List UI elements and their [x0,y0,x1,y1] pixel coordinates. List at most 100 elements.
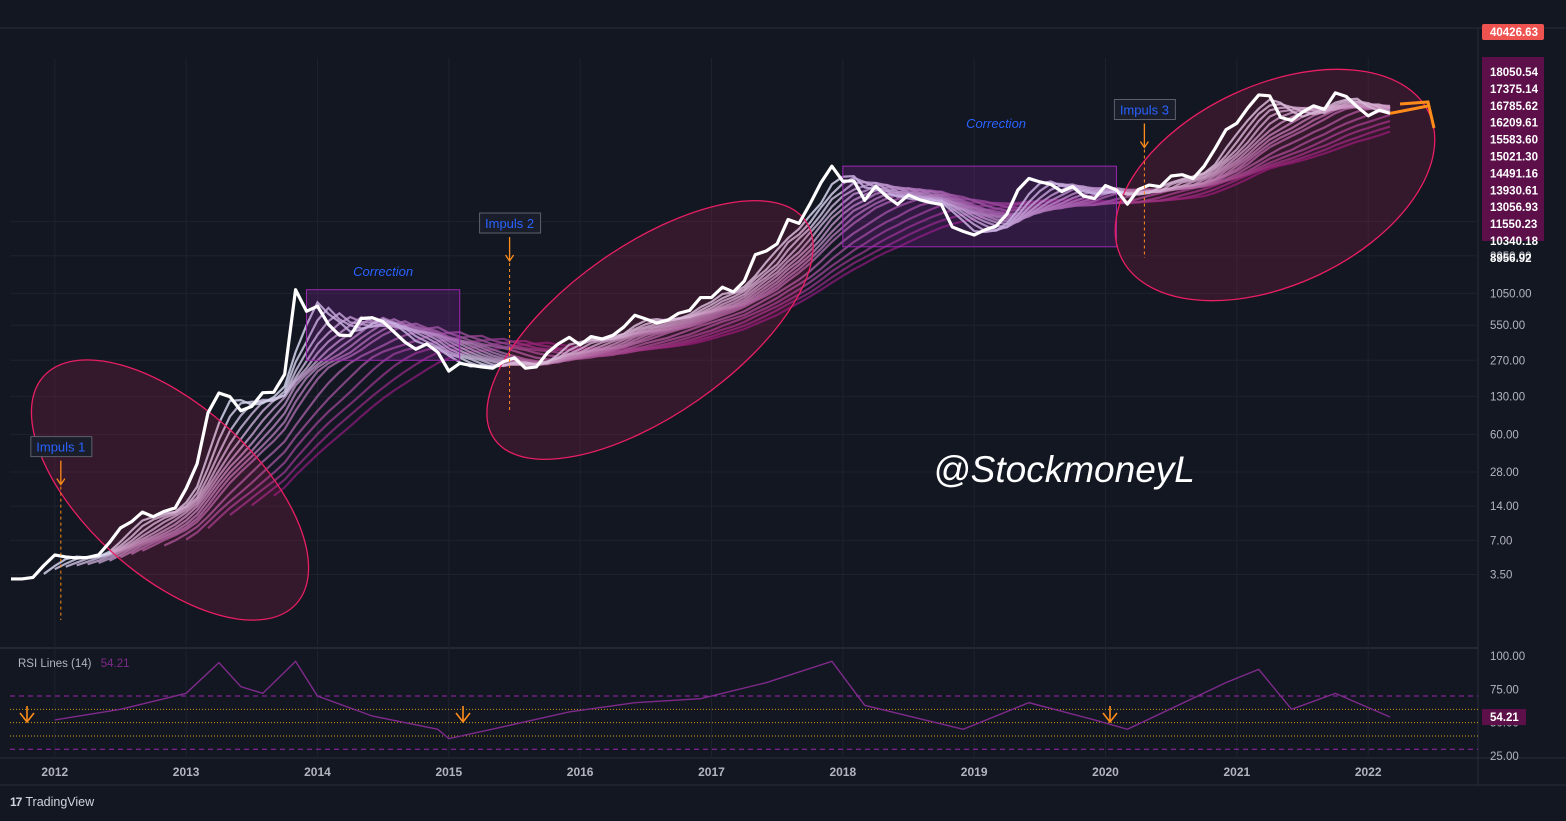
rsi-line [54,660,1391,740]
impulse-label-box [1113,99,1176,121]
ribbon-label: 15583.60 [1490,135,1538,147]
y-tick-label: 3.50 [1490,569,1512,581]
rsi-y-tick-label: 100.00 [1490,651,1525,663]
tradingview-footer[interactable]: 17 TradingView [10,795,94,809]
more-options-button[interactable]: ... [18,64,30,80]
x-tick-label: 2013 [173,765,200,779]
ma-line [130,104,1391,556]
ribbon-label: 10340.18 [1490,236,1539,248]
symbol-name[interactable]: Bitcoin / Dollar, 1M, BITSTAMP [18,35,177,47]
ma-line [251,125,1391,507]
impulse-label: Impuls 2 [485,216,534,231]
ma-line [141,105,1391,552]
y-tick-label: 550.00 [1490,320,1525,332]
low-value: 40409.18 [315,35,364,47]
ribbon-label: 13930.61 [1490,185,1539,197]
x-tick-label: 2021 [1223,765,1250,779]
share-line: stockmoneylizard freigegeben für Trading… [10,7,433,21]
y-tick-label: 7.00 [1490,535,1512,547]
ma-line [76,102,1391,567]
projection-arrowhead [1399,100,1436,129]
rsi-legend: RSI Lines (14) 54.21 [18,658,130,670]
rsi-y-tick-label: 25.00 [1490,751,1519,763]
x-tick-label: 2012 [41,765,68,779]
tradingview-brand: TradingView [25,795,95,809]
ribbon-label: 17375.14 [1490,84,1539,96]
rsi-arrow-icon [19,712,35,724]
x-tick-label: 2020 [1092,765,1119,779]
ma-line [43,97,1391,575]
ma-line [65,101,1391,568]
x-tick-label: 2016 [567,765,594,779]
impulse-arrowhead [56,478,66,486]
ma-line [54,100,1391,571]
ribbon-label: 16209.61 [1490,118,1539,130]
ribbon-label: 18050.54 [1490,67,1539,79]
ribbon-label: 16785.62 [1490,101,1538,113]
y-tick-label: 60.00 [1490,429,1519,441]
impulse-arrowhead [1139,141,1149,149]
y-tick-label: 270.00 [1490,355,1525,367]
x-tick-label: 2014 [304,765,331,779]
rsi-arrow-icon [1102,712,1118,724]
ribbon-label-background [1482,57,1544,241]
y-tick-label: 14.00 [1490,501,1519,513]
rsi-y-tick-label: 50.00 [1490,718,1519,730]
ma-line [98,105,1391,565]
y-tick-label: 130.00 [1490,391,1525,403]
ma-line [163,106,1391,547]
correction-box [842,165,1117,248]
x-tick-label: 2017 [698,765,725,779]
y-tick-label: 1050.00 [1490,288,1532,300]
price-line [11,91,1391,581]
rsi-label: RSI Lines (14) [18,658,92,670]
impulse-label: Impuls 1 [36,440,85,455]
ma-line [207,113,1391,530]
ma-line [108,103,1391,562]
tradingview-logo-icon: 17 [10,795,22,809]
rsi-value-tag [1482,709,1526,726]
impulse-label: Impuls 3 [1120,103,1169,118]
change-value: −2752.35 (−6.37%) [432,35,531,47]
impulse-ellipse [30,359,310,621]
last-price-label: 40426.63 [1490,27,1538,39]
projection-arrow [1389,104,1429,115]
ribbon-label: 15021.30 [1490,152,1538,164]
watermark-text: @StockmoneyL [933,449,1195,490]
rsi-value-label: 54.21 [1490,712,1519,724]
high-label: H [246,35,255,47]
correction-label: Correction [966,116,1026,131]
correction-label: Correction [353,264,413,279]
impulse-arrowhead [505,254,515,263]
impulse-ellipse [1114,68,1436,302]
rsi-legend-value: 54.21 [100,658,130,670]
correction-box [306,289,461,361]
x-tick-label: 2019 [961,765,988,779]
ribbon-label: 14491.16 [1490,168,1538,180]
rsi-y-tick-label: 75.00 [1490,684,1519,696]
close-value: 40426.63 [378,35,427,47]
x-tick-label: 2022 [1355,765,1382,779]
symbol-ohlc-line: Bitcoin / Dollar, 1M, BITSTAMP O43221.71… [18,35,590,47]
ma-line [185,108,1391,541]
last-price-tag [1482,24,1544,40]
close-label: C [369,35,379,47]
ma-line [229,119,1391,516]
y-tick-label: 28.00 [1490,467,1519,479]
y-tick-label: 4500.00 [1490,217,1532,229]
volume-label: Vol [537,35,554,47]
x-tick-label: 2015 [435,765,462,779]
ribbon-label: 8956.92 [1490,253,1532,265]
ma-line [87,104,1391,566]
open-label: O [183,35,193,47]
open-value: 43221.71 [192,35,241,47]
ma-line [119,104,1391,559]
impulse-ellipse [486,200,814,460]
ma-ribbon [43,97,1391,575]
impulse-label-box [479,212,542,234]
impulse-label-box [30,436,93,458]
ribbon-label: 13056.93 [1490,202,1538,214]
